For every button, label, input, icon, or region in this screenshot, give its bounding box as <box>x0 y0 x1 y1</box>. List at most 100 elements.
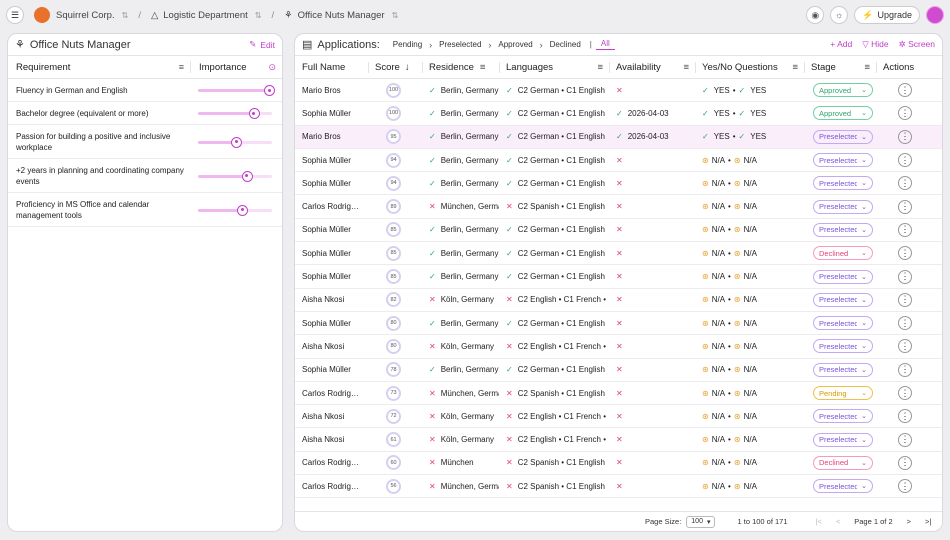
slider-handle[interactable] <box>237 204 249 216</box>
table-row[interactable]: Sophia Müller 94 ✓ Berlin, Germany ✓ C2 Germa… <box>295 172 942 196</box>
filter-icon[interactable]: ≡ <box>683 61 689 73</box>
filter-icon[interactable]: ≡ <box>792 61 798 73</box>
slider-handle[interactable] <box>264 85 276 96</box>
slider-handle[interactable] <box>241 170 253 182</box>
column-importance[interactable]: Importance <box>199 61 247 73</box>
more-vertical-icon[interactable]: ⋮ <box>898 455 912 470</box>
importance-slider[interactable] <box>198 136 282 148</box>
eye-icon[interactable]: ◉ <box>806 6 825 24</box>
importance-slider[interactable] <box>198 107 282 119</box>
importance-slider[interactable] <box>198 204 282 216</box>
table-row[interactable]: Sophia Müller 85 ✓ Berlin, Germany ✓ C2 Germa… <box>295 242 942 266</box>
table-row[interactable]: Sophia Müller 94 ✓ Berlin, Germany ✓ C2 Germa… <box>295 149 942 173</box>
stage-select[interactable]: Preselected ⌄ <box>813 153 873 168</box>
first-page-icon[interactable]: |< <box>815 517 822 526</box>
stage-select[interactable]: Preselected ⌄ <box>813 222 873 237</box>
more-vertical-icon[interactable]: ⋮ <box>898 246 912 261</box>
table-row[interactable]: Aisha Nkosi 80 ✕ Köln, Germany ✕ C2 English •… <box>295 335 942 359</box>
filter-icon[interactable]: ≡ <box>479 61 486 73</box>
stage-select[interactable]: Preselected ⌄ <box>813 292 873 307</box>
breadcrumb-project[interactable]: Office Nuts Manager <box>297 9 385 21</box>
tab-approved[interactable]: Approved <box>498 40 533 49</box>
more-vertical-icon[interactable]: ⋮ <box>898 432 912 447</box>
table-row[interactable]: Mario Bros 95 ✓ Berlin, Germany ✓ C2 German •… <box>295 125 942 149</box>
more-vertical-icon[interactable]: ⋮ <box>898 386 912 400</box>
more-vertical-icon[interactable]: ⋮ <box>898 362 912 377</box>
table-row[interactable]: Aisha Nkosi 61 ✕ Köln, Germany ✕ C2 English •… <box>295 428 942 452</box>
table-row[interactable]: Aisha Nkosi 72 ✕ Köln, Germany ✕ C2 English •… <box>295 405 942 429</box>
more-vertical-icon[interactable]: ⋮ <box>898 106 912 121</box>
breadcrumb-company[interactable]: Squirrel Corp. <box>56 9 115 21</box>
table-row[interactable]: Sophia Müller 78 ✓ Berlin, Germany ✓ C2 Germa… <box>295 359 942 382</box>
table-row[interactable]: Aisha Nkosi 82 ✕ Köln, Germany ✕ C2 English •… <box>295 289 942 312</box>
chevron-updown-icon[interactable]: ⇅ <box>121 10 129 20</box>
add-circle-icon[interactable]: ⊙ <box>268 61 276 72</box>
stage-select[interactable]: Preselected ⌄ <box>813 176 873 191</box>
slider-handle[interactable] <box>231 136 243 148</box>
column-full-name[interactable]: Full Name <box>295 56 368 79</box>
column-availability[interactable]: Availability ≡ <box>609 56 695 79</box>
stage-select[interactable]: Preselected ⌄ <box>813 362 873 377</box>
more-vertical-icon[interactable]: ⋮ <box>898 176 912 191</box>
stage-select[interactable]: Declined ⌄ <box>813 455 873 470</box>
column-yes-no-questions[interactable]: Yes/No Questions ≡ <box>695 56 804 79</box>
table-row[interactable]: Sophia Müller 85 ✓ Berlin, Germany ✓ C2 Germa… <box>295 265 942 289</box>
stage-select[interactable]: Approved ⌄ <box>813 83 873 98</box>
column-stage[interactable]: Stage ≡ <box>804 56 876 79</box>
more-vertical-icon[interactable]: ⋮ <box>898 222 912 237</box>
more-vertical-icon[interactable]: ⋮ <box>898 409 912 424</box>
column-score[interactable]: Score ↓ <box>368 56 422 79</box>
screen-button[interactable]: ✲ Screen <box>899 39 935 50</box>
more-vertical-icon[interactable]: ⋮ <box>898 153 912 168</box>
menu-icon[interactable]: ☰ <box>6 6 24 24</box>
chevron-updown-icon[interactable]: ⇅ <box>391 10 399 20</box>
sort-down-icon[interactable]: ↓ <box>404 61 410 73</box>
tab-preselected[interactable]: Preselected <box>439 40 482 49</box>
more-vertical-icon[interactable]: ⋮ <box>898 199 912 214</box>
stage-select[interactable]: Preselected ⌄ <box>813 129 873 144</box>
stage-select[interactable]: Declined ⌄ <box>813 246 873 261</box>
upgrade-button[interactable]: ⚡ Upgrade <box>854 6 920 24</box>
chevron-updown-icon[interactable]: ⇅ <box>254 10 262 20</box>
more-vertical-icon[interactable]: ⋮ <box>898 479 912 494</box>
table-row[interactable]: Carlos Rodriguez 73 ✕ München, Germany ✕ C2 S… <box>295 382 942 406</box>
table-row[interactable]: Carlos Rodriguez 89 ✕ München, Germany ✕ C2 S… <box>295 195 942 219</box>
more-vertical-icon[interactable]: ⋮ <box>898 269 912 284</box>
importance-slider[interactable] <box>198 170 282 182</box>
slider-handle[interactable] <box>248 108 260 119</box>
importance-slider[interactable] <box>198 84 282 96</box>
filter-icon[interactable]: ≡ <box>864 61 870 73</box>
more-vertical-icon[interactable]: ⋮ <box>898 83 912 98</box>
tab-all[interactable]: All <box>595 39 615 50</box>
stage-select[interactable]: Approved ⌄ <box>813 106 873 121</box>
table-row[interactable]: Sophia Müller 80 ✓ Berlin, Germany ✓ C2 Germa… <box>295 312 942 336</box>
more-vertical-icon[interactable]: ⋮ <box>898 339 912 354</box>
breadcrumb-department[interactable]: Logistic Department <box>163 9 248 21</box>
edit-button[interactable]: ✎ Edit <box>249 39 275 50</box>
tab-declined[interactable]: Declined <box>549 40 581 49</box>
prev-page-icon[interactable]: < <box>835 517 841 526</box>
next-page-icon[interactable]: > <box>906 517 912 526</box>
tab-pending[interactable]: Pending <box>392 40 423 49</box>
last-page-icon[interactable]: >| <box>925 517 932 526</box>
stage-select[interactable]: Preselected ⌄ <box>813 479 873 494</box>
sun-icon[interactable]: ☼ <box>830 6 849 24</box>
stage-select[interactable]: Preselected ⌄ <box>813 432 873 447</box>
avatar[interactable] <box>926 6 944 24</box>
column-residence[interactable]: Residence ≡ <box>422 56 499 79</box>
table-row[interactable]: Carlos Rodriguez 56 ✕ München, Germany ✕ C2 S… <box>295 475 942 499</box>
more-vertical-icon[interactable]: ⋮ <box>898 129 912 144</box>
stage-select[interactable]: Preselected ⌄ <box>813 316 873 331</box>
hide-button[interactable]: ▽ Hide <box>862 39 888 50</box>
column-languages[interactable]: Languages ≡ <box>499 56 609 79</box>
filter-icon[interactable]: ≡ <box>597 61 603 73</box>
column-requirement[interactable]: Requirement <box>16 61 71 73</box>
table-row[interactable]: Sophia Müller 100 ✓ Berlin, Germany ✓ C2 Germ… <box>295 102 942 126</box>
add-button[interactable]: + Add <box>830 39 852 50</box>
more-vertical-icon[interactable]: ⋮ <box>898 292 912 307</box>
table-row[interactable]: Sophia Müller 85 ✓ Berlin, Germany ✓ C2 Germa… <box>295 219 942 243</box>
more-vertical-icon[interactable]: ⋮ <box>898 316 912 331</box>
stage-select[interactable]: Pending ⌄ <box>813 386 873 400</box>
table-row[interactable]: Mario Bros 100 ✓ Berlin, Germany ✓ C2 German … <box>295 79 942 103</box>
filter-icon[interactable]: ≡ <box>178 62 184 72</box>
